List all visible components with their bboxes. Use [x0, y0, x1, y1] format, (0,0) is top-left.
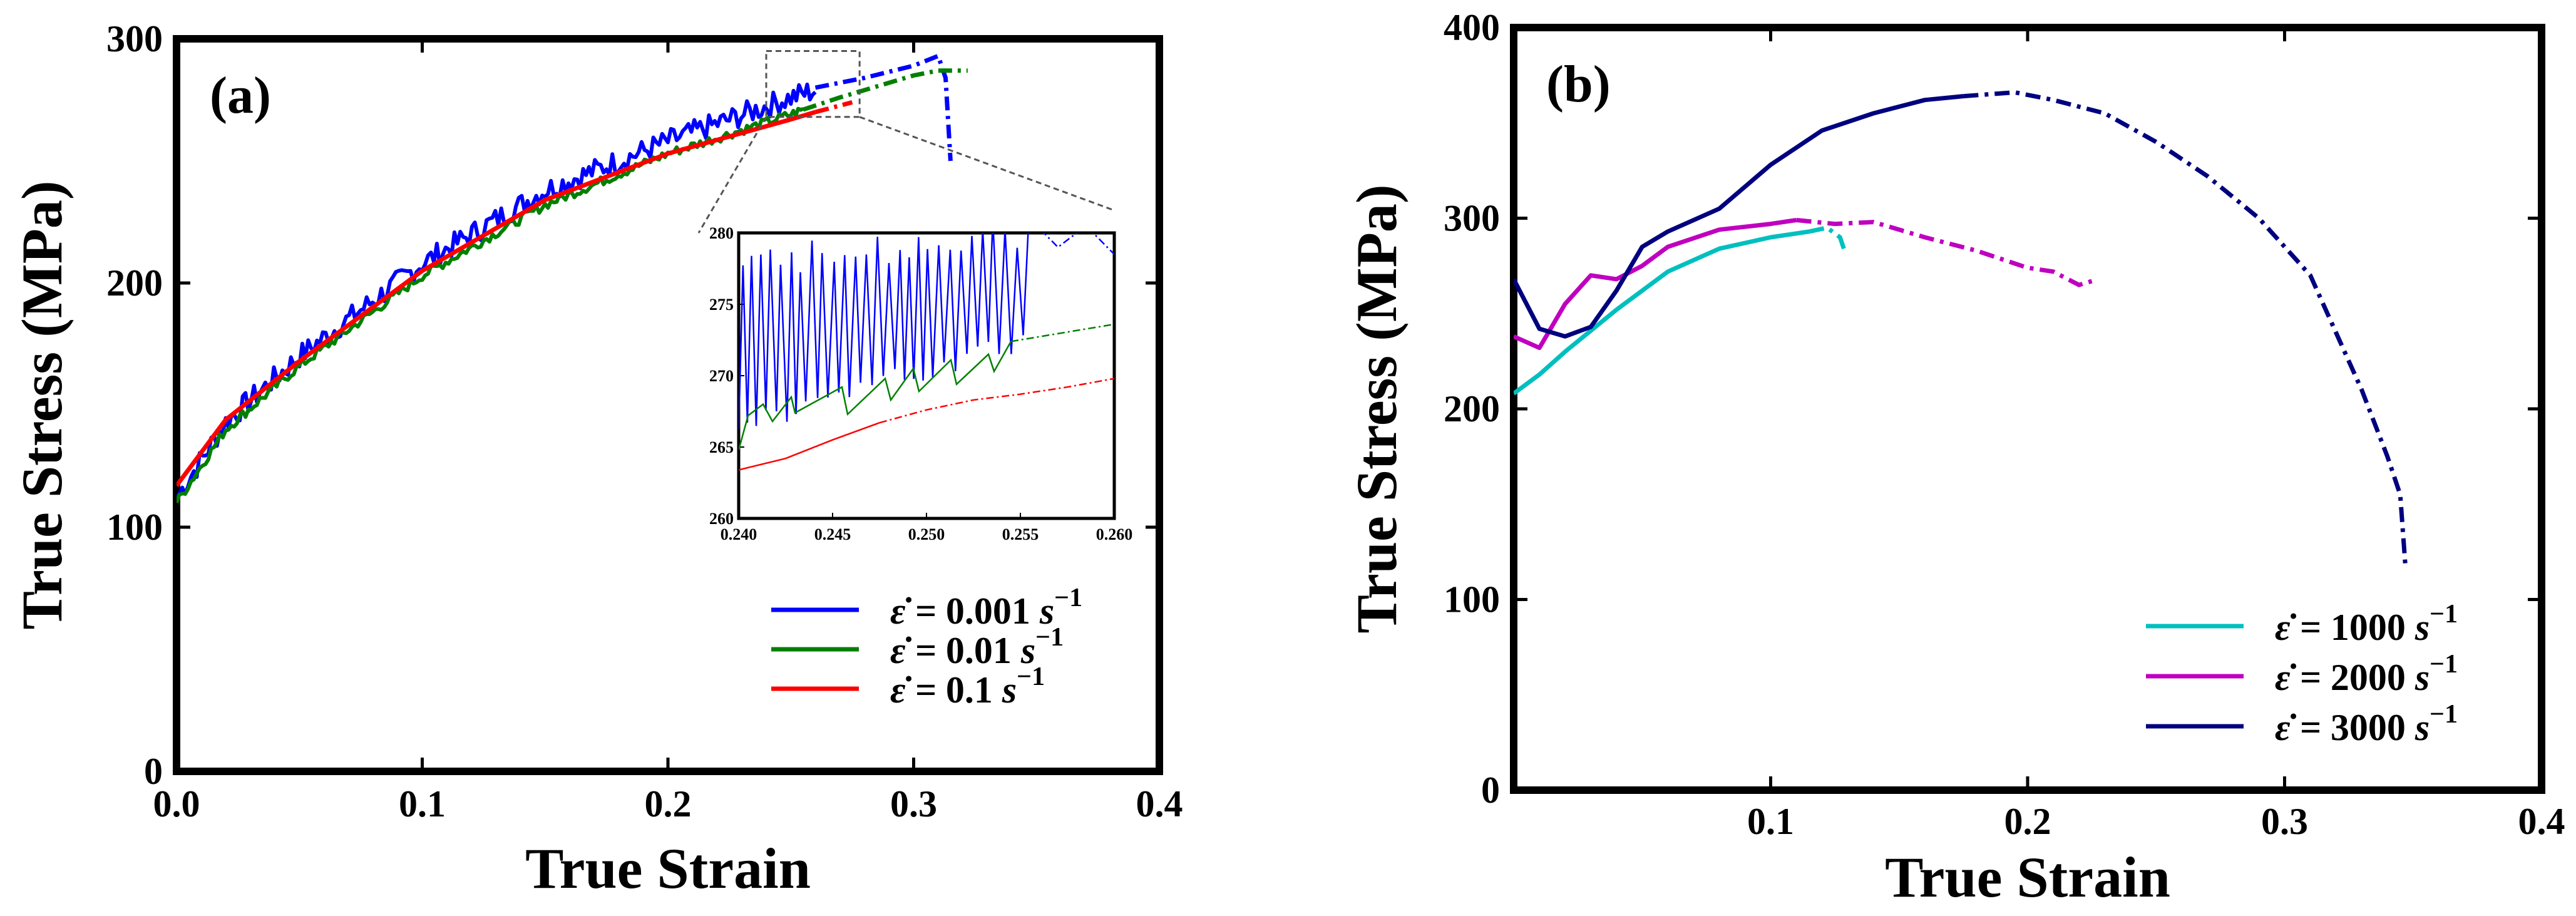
panel-a-x-tick-label: 0.0: [153, 783, 200, 825]
panel-b-1000-legend-value: 1000: [2331, 607, 2415, 648]
panel-b-x-axis-label: True Strain: [1885, 845, 2170, 909]
panel-a-0p01-legend-value: 0.01: [946, 630, 1021, 671]
panel-b-2000-legend-value: 2000: [2331, 657, 2415, 698]
panel-a-0p1-legend-unit: s: [1002, 669, 1017, 711]
panel-a-ticks: 0.0 0.1 0.2 0.3 0.4 0 100 200 300: [106, 18, 1183, 825]
panel-b-2000-legend-prefix: ε̇ =: [2275, 657, 2331, 698]
panel-b-x-tick-label: 0.2: [2004, 801, 2051, 842]
panel-a-0p001-legend-prefix: ε̇ =: [890, 590, 946, 632]
series-0p01-dashed-line: [802, 68, 968, 112]
series-0p1-line: [177, 110, 816, 487]
panel-a-y-tick-label: 0: [144, 751, 163, 792]
inset-y-tick-label: 265: [709, 438, 734, 456]
inset-x-tick-label: 0.240: [721, 525, 757, 543]
panel-b-series-1000-line: [1514, 229, 1810, 396]
inset-series: [739, 233, 1114, 471]
panel-b-1000-legend-unit: s: [2414, 607, 2430, 648]
panel-b-1000-legend-label: ε̇ = 1000 s−1: [2275, 600, 2458, 648]
inset-series-0p001-line: [739, 233, 1029, 430]
inset-y-tick-label: 270: [709, 367, 734, 385]
zoom-box: [765, 50, 861, 118]
panel-a-legend: ε̇ = 0.001 s−1ε̇ = 0.01 s−1ε̇ = 0.1 s−1: [771, 584, 1082, 711]
panel-b-y-tick-label: 200: [1444, 388, 1500, 430]
inset-series-0p01-dashed-line: [1010, 323, 1114, 342]
panel-a-0p01-legend-unit: s: [1020, 630, 1035, 671]
panel-a: 0.0 0.1 0.2 0.3 0.4 0 100 200 300 0.240 0.245 0.25…: [10, 18, 1183, 900]
series-0p1-dashed-line: [814, 100, 853, 115]
panel-a-x-tick-label: 0.1: [399, 783, 446, 825]
panel-b-x-tick-label: 0.4: [2518, 801, 2565, 842]
panel-b-legend: ε̇ = 1000 s−1ε̇ = 2000 s−1ε̇ = 3000 s−1: [2146, 600, 2458, 748]
panel-a-x-tick-label: 0.2: [645, 783, 692, 825]
inset-series-0p001-dashed-line: [1042, 233, 1114, 255]
panel-b-y-tick-label: 100: [1444, 579, 1500, 620]
panel-b-1000-legend-prefix: ε̇ =: [2275, 607, 2331, 648]
inset-x-tick-label: 0.250: [908, 525, 945, 543]
panel-a-zoom-indicator: [697, 50, 1115, 234]
panel-a-0p001-legend-unit: s: [1039, 590, 1054, 632]
inset-series-0p1-line: [739, 422, 880, 471]
panel-b-2000-legend-exp: −1: [2430, 650, 2458, 679]
inset-x-tick-label: 0.260: [1096, 525, 1133, 543]
panel-b-x-tick-label: 0.1: [1747, 801, 1794, 842]
panel-a-0p01-legend-label: ε̇ = 0.01 s−1: [890, 623, 1064, 671]
inset-y-tick-label: 275: [709, 296, 734, 314]
inset-series-0p01-line: [739, 341, 1012, 450]
panel-b-series-3000-dashed-line: [1963, 90, 2408, 565]
panel-a-y-tick-label: 200: [106, 262, 163, 304]
panel-b-2000-legend-label: ε̇ = 2000 s−1: [2275, 650, 2458, 698]
panel-a-inset: 0.240 0.245 0.250 0.255 0.260 260 265 270 275 280: [709, 224, 1133, 543]
inset-x-tick-label: 0.245: [814, 525, 851, 543]
panel-a-0p1-legend-exp: −1: [1017, 662, 1045, 691]
panel-b-3000-legend-label: ε̇ = 3000 s−1: [2275, 700, 2458, 748]
panel-b-y-tick-label: 400: [1444, 7, 1500, 48]
panel-a-0p01-legend-prefix: ε̇ =: [890, 630, 946, 671]
panel-b-series-2000-dashed-line: [1796, 218, 2093, 287]
panel-b-3000-legend-prefix: ε̇ =: [2275, 707, 2331, 748]
panel-b-3000-legend-unit: s: [2414, 707, 2430, 748]
panel-b-series: [1514, 90, 2408, 565]
zoom-connector-right: [859, 116, 1115, 212]
panel-a-y-axis-label: True Stress (MPa): [10, 180, 74, 629]
zoom-connector-left: [697, 116, 767, 234]
panel-b-3000-legend-value: 3000: [2331, 707, 2415, 748]
panel-a-0p001-legend-value: 0.001: [946, 590, 1040, 632]
panel-a-x-tick-label: 0.3: [890, 783, 937, 825]
panel-a-x-tick-label: 0.4: [1136, 783, 1183, 825]
panel-b-series-1000-dashed-line: [1809, 225, 1847, 254]
panel-a-y-tick-label: 100: [106, 507, 163, 548]
panel-a-label: (a): [210, 66, 271, 125]
panel-a-0p001-legend-exp: −1: [1054, 584, 1082, 612]
inset-series-0p1-dashed-line: [879, 378, 1114, 424]
panel-a-0p01-legend-exp: −1: [1035, 623, 1064, 652]
panel-a-y-tick-label: 300: [106, 18, 163, 59]
inset-x-tick-label: 0.255: [1002, 525, 1039, 543]
panel-a-0p1-legend-prefix: ε̇ =: [890, 669, 946, 711]
panel-b-y-tick-label: 300: [1444, 198, 1500, 239]
panel-b-3000-legend-exp: −1: [2430, 700, 2458, 729]
inset-y-tick-label: 280: [709, 224, 734, 242]
panel-b-y-axis-label: True Stress (MPa): [1345, 184, 1409, 633]
panel-b-2000-legend-unit: s: [2414, 657, 2430, 698]
panel-b-y-tick-label: 0: [1481, 769, 1500, 811]
panel-b-series-3000-line: [1514, 94, 1964, 339]
panel-a-0p1-legend-label: ε̇ = 0.1 s−1: [890, 662, 1045, 711]
series-0p001-dashed-line: [814, 53, 953, 162]
panel-a-series: [177, 53, 968, 504]
panel-a-0p1-legend-value: 0.1: [946, 669, 1002, 711]
panel-a-x-axis-label: True Strain: [525, 836, 811, 900]
inset-y-tick-label: 260: [709, 510, 734, 528]
panel-b-ticks: 0.1 0.2 0.3 0.4 0 100 200 300 400: [1444, 7, 2565, 842]
panel-a-0p001-legend-label: ε̇ = 0.001 s−1: [890, 584, 1082, 632]
panel-b-x-tick-label: 0.3: [2261, 801, 2308, 842]
panel-b-1000-legend-exp: −1: [2430, 600, 2458, 629]
panel-b-label: (b): [1546, 55, 1611, 113]
